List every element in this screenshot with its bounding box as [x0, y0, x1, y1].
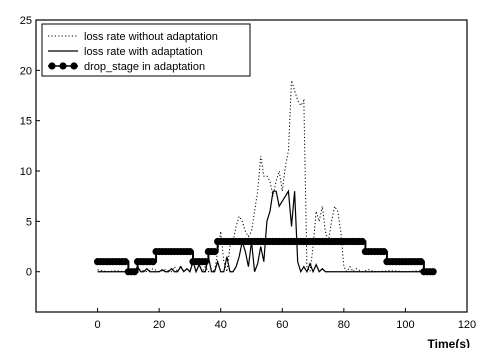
drop-stage-point	[149, 258, 157, 266]
x-tick-label: 0	[95, 319, 101, 331]
y-axis-ticks: 0 5 10 15 20 25	[20, 15, 40, 279]
drop-stage-point	[130, 268, 139, 276]
x-tick-label: 40	[215, 319, 227, 331]
legend: loss rate without adaptation loss rate w…	[41, 23, 251, 77]
x-tick-label: 120	[458, 319, 476, 331]
drop-stage-point	[429, 268, 437, 276]
legend-label-drop-stage: drop_stage in adaptation	[84, 61, 205, 73]
y-tick-label: 0	[26, 267, 32, 279]
x-tick-label: 100	[396, 319, 414, 331]
drop-stage-point	[186, 247, 194, 256]
x-tick-label: 20	[153, 319, 165, 331]
y-tick-label: 25	[20, 15, 32, 27]
drop-stage-point	[210, 247, 219, 256]
drop-stage-point	[121, 258, 129, 266]
x-tick-label: 80	[338, 319, 350, 331]
legend-label-with-adaptation: loss rate with adaptation	[84, 46, 203, 58]
y-tick-label: 10	[20, 166, 32, 178]
series-layer	[93, 80, 437, 276]
drop-stage-point	[417, 258, 425, 266]
plot-frame	[35, 19, 468, 313]
y-tick-label: 5	[26, 216, 32, 228]
x-axis-label: Time(s)	[428, 337, 470, 348]
drop-stage-point	[380, 247, 388, 256]
series-line-without-adaptation	[97, 80, 437, 274]
y-tick-label: 15	[20, 116, 32, 128]
legend-marker-drop-stage-1	[48, 62, 56, 70]
legend-label-without-adaptation: loss rate without adaptation	[84, 31, 218, 43]
x-axis-ticks: 0 20 40 60 80 100 120	[95, 308, 476, 331]
drop-stage-point	[201, 258, 209, 266]
series-line-with-adaptation	[97, 189, 437, 274]
drop-stage-point	[358, 237, 366, 246]
x-tick-label: 60	[276, 319, 288, 331]
legend-marker-drop-stage-3	[70, 62, 78, 70]
legend-marker-drop-stage-2	[59, 62, 67, 70]
y-tick-label: 20	[20, 65, 32, 77]
